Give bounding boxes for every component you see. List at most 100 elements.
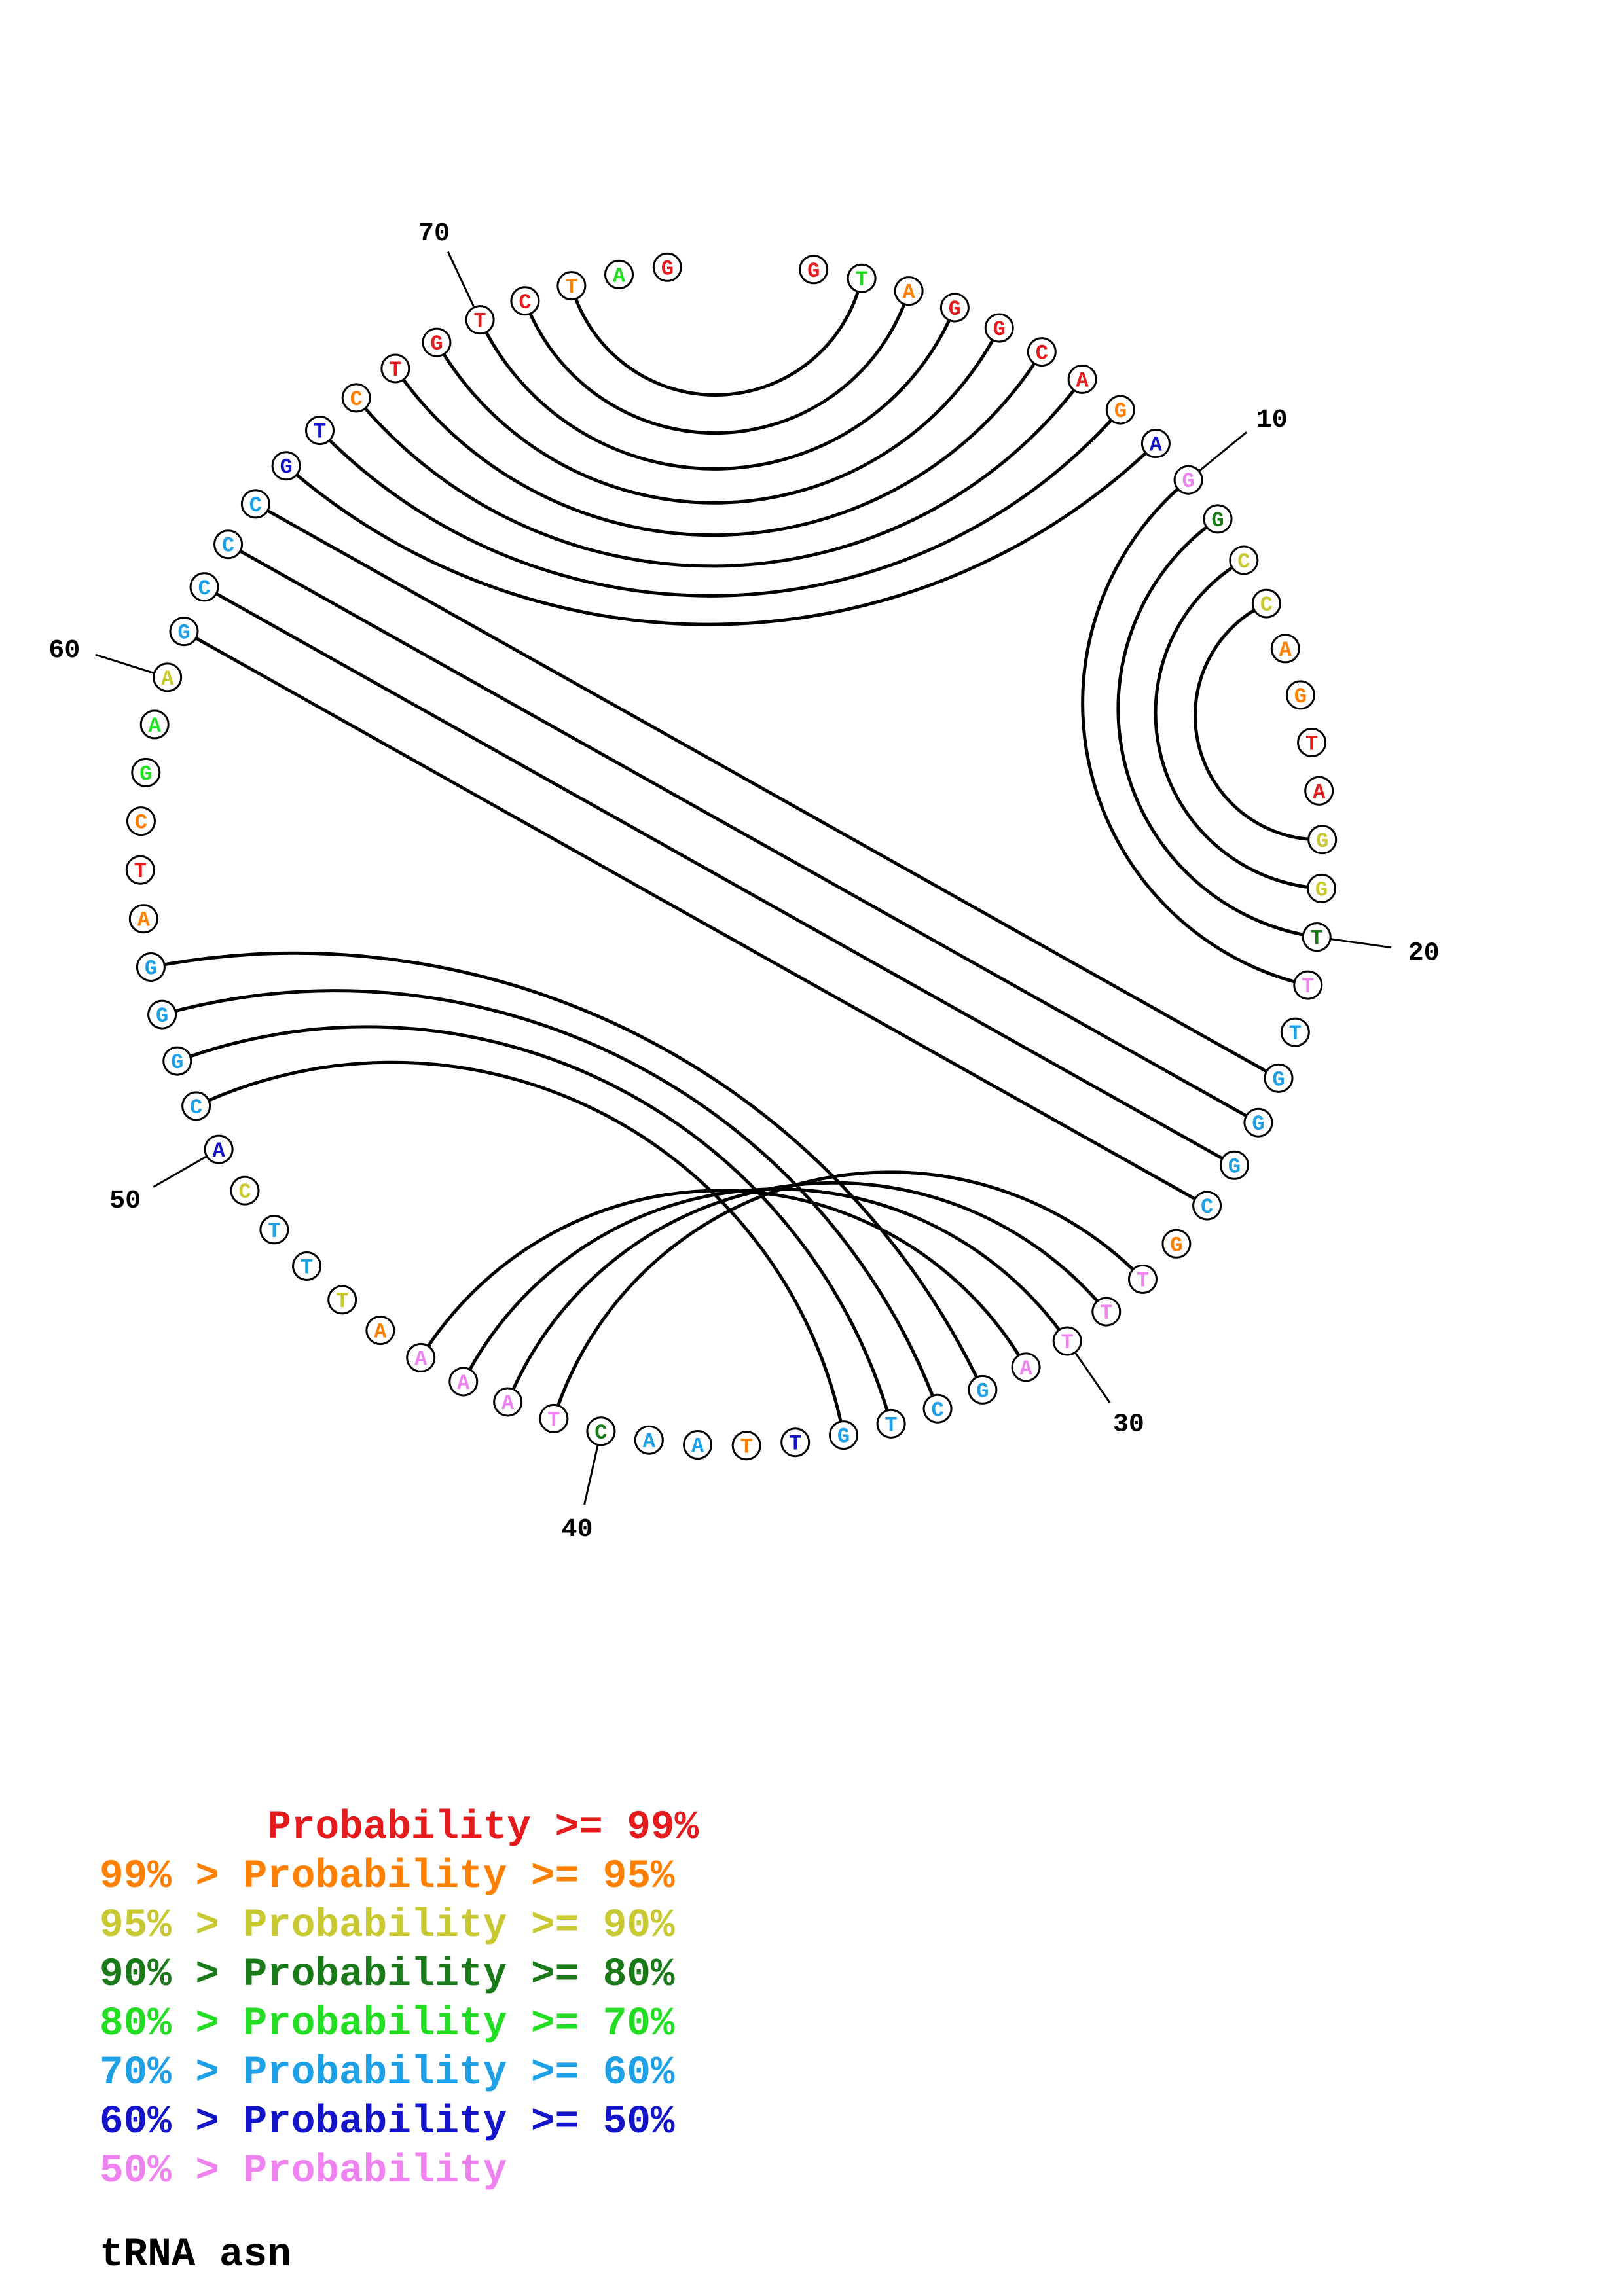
nucleotide-circle [169,617,199,647]
nucleotide-letter: G [837,1425,850,1449]
nucleotide-circle [922,1393,953,1424]
pair-arc-33-53 [161,989,939,1410]
nucleotide-68: T [380,353,410,384]
nucleotide-letter: T [1100,1301,1112,1325]
nucleotide-39: A [634,1425,664,1455]
pair-arc-32-54 [150,951,985,1391]
nucleotide-letter: G [1170,1233,1182,1257]
nucleotide-circle [259,1215,289,1245]
nucleotide-letter: C [238,1180,251,1204]
nucleotide-letter: A [1279,638,1292,662]
nucleotide-20: T [1302,922,1332,952]
nucleotide-circle [1203,504,1233,534]
tick-line-40 [583,1444,599,1505]
nucleotide-letter: A [1313,780,1326,804]
nucleotide-40: C [586,1416,616,1446]
nucleotide-circle [1243,1107,1273,1138]
tick-line-30 [1074,1352,1111,1404]
nucleotide-48: T [259,1215,289,1245]
nucleotide-21: T [1293,970,1323,1000]
nucleotide-15: G [1285,680,1315,710]
nucleotide-circle [1091,1297,1122,1327]
nucleotide-letter: G [949,297,961,321]
pair-arc-31-44 [419,1189,1028,1369]
pair-arc-24-63 [227,543,1260,1124]
nucleotide-letter: C [190,1096,202,1120]
nucleotide-circle [847,263,877,293]
nucleotide-letter: T [885,1413,898,1437]
nucleotide-letter: G [807,259,820,283]
nucleotide-letter: T [565,276,577,300]
nucleotide-74: G [652,252,682,282]
nucleotide-60: A [153,662,183,692]
nucleotide-35: G [828,1420,858,1450]
nucleotide-73: A [604,259,634,289]
nucleotide-letter: A [643,1429,656,1454]
nucleotide-5: G [984,313,1014,343]
pair-arc-34-52 [176,1025,893,1425]
tick-label-60: 60 [48,636,80,666]
molecule-caption: tRNA asn [100,2233,291,2278]
nucleotide-circle [1251,588,1281,619]
pair-arc-23-64 [255,502,1280,1080]
nucleotide-circle [1027,337,1057,367]
nucleotide-45: A [365,1316,395,1346]
tick-label-40: 40 [562,1515,593,1545]
nucleotide-letter: A [149,714,162,738]
nucleotide-3: A [894,276,924,306]
nucleotide-58: G [131,757,161,787]
nucleotide-circle [365,1316,395,1346]
nucleotide-18: G [1307,825,1338,855]
nucleotide-letter: T [1305,732,1318,757]
nucleotide-letter: T [789,1432,801,1456]
nucleotide-circle [1011,1352,1041,1382]
nucleotide-7: A [1067,364,1097,394]
nucleotide-letter: C [222,534,234,558]
nucleotide-65: G [271,451,301,481]
nucleotide-29: T [1091,1297,1122,1327]
pair-arc-3-71 [523,290,911,435]
nucleotide-circle [939,293,970,323]
nucleotide-letter: G [1114,399,1127,423]
nucleotide-circle [634,1425,664,1455]
nucleotide-letter: G [1252,1112,1264,1136]
nucleotide-67: C [341,383,371,413]
nucleotide-2: T [847,263,877,293]
nucleotide-circle [1161,1229,1192,1259]
pair-arc-25-62 [203,585,1235,1167]
tick-line-60 [95,653,155,674]
tick-label-70: 70 [418,219,450,249]
nucleotide-41: T [539,1403,569,1433]
nucleotide-54: G [136,952,166,982]
nucleotide-circle [465,305,495,335]
nucleotide-52: G [162,1046,192,1076]
nucleotide-1: G [799,255,829,285]
nucleotide-circle [1307,873,1337,903]
nucleotide-circle [493,1387,523,1417]
nucleotide-letter: T [474,310,486,334]
nucleotide-letter: C [1036,342,1048,366]
nucleotide-13: C [1251,588,1281,619]
nucleotide-57: C [126,806,156,836]
nucleotide-50: A [204,1134,234,1164]
nucleotide-46: T [327,1285,357,1315]
nucleotide-letter: G [976,1379,989,1403]
pair-arc-12-19 [1154,558,1322,890]
nucleotide-12: C [1229,545,1259,575]
nucleotide-circle [189,572,219,602]
nucleotide-letter: A [161,667,174,691]
nucleotide-circle [162,1046,192,1076]
nucleotide-nodes: G TAGGCAGAGGCCAGTAGGTTTGGGCGTTTAGCTGTTAAC… [125,252,1338,1461]
nucleotide-circle [731,1431,761,1461]
nucleotide-circle [1067,364,1097,394]
nucleotide-31: A [1011,1352,1041,1382]
nucleotide-circle [213,529,244,560]
nucleotide-circle [131,757,161,787]
nucleotide-28: T [1127,1264,1158,1294]
nucleotide-circle [1192,1191,1222,1221]
nucleotide-25: G [1219,1150,1249,1180]
nucleotide-circle [139,709,170,740]
nucleotide-letter: A [501,1391,515,1416]
nucleotide-letter: G [1316,829,1328,853]
nucleotide-circle [147,999,177,1030]
